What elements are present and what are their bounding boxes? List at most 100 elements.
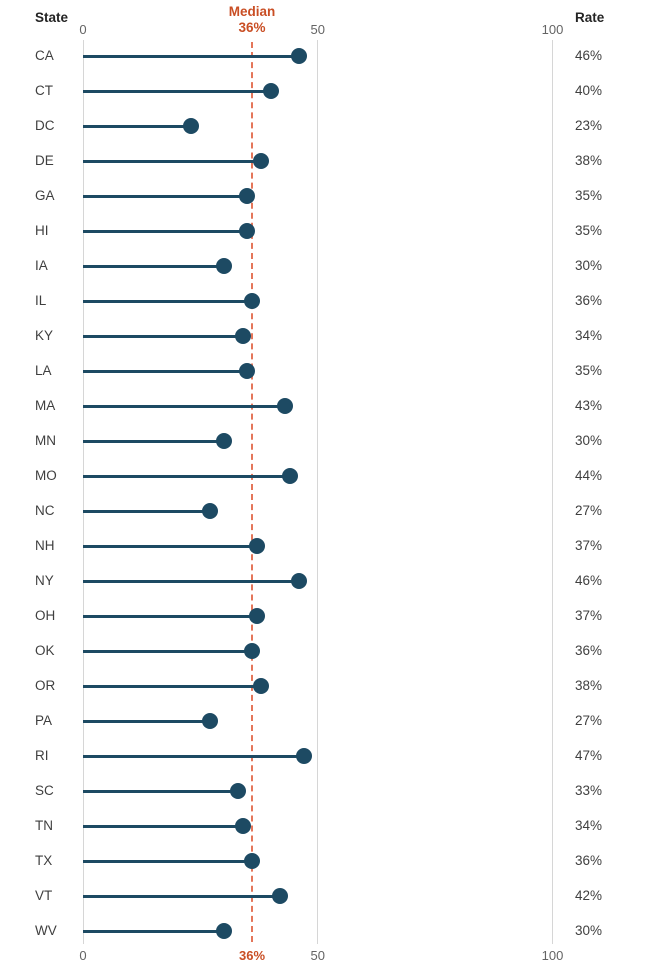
state-label: DC <box>35 118 55 133</box>
axis-gridline <box>82 40 84 944</box>
axis-tick-label-bottom: 0 <box>79 948 87 963</box>
rate-value-label: 47% <box>575 748 603 763</box>
state-label: NY <box>35 573 54 588</box>
lollipop-dot[interactable] <box>201 713 218 729</box>
state-label: OH <box>35 608 56 623</box>
lollipop-dot[interactable] <box>276 398 293 414</box>
state-label: MN <box>35 433 56 448</box>
lollipop-line <box>83 194 248 198</box>
lollipop-line <box>83 544 257 548</box>
state-label: RI <box>35 748 49 763</box>
lollipop-line <box>83 579 299 583</box>
lollipop-line <box>83 299 253 303</box>
lollipop-dot[interactable] <box>253 153 270 169</box>
lollipop-line <box>83 649 253 653</box>
state-label: CA <box>35 48 54 63</box>
state-column-header: State <box>35 10 69 25</box>
lollipop-dot[interactable] <box>244 853 261 869</box>
rate-value-label: 27% <box>575 713 603 728</box>
rate-column-header: Rate <box>575 10 605 25</box>
rate-value-label: 33% <box>575 783 603 798</box>
lollipop-dot[interactable] <box>201 503 218 519</box>
state-label: WV <box>35 923 57 938</box>
state-label: MA <box>35 398 56 413</box>
lollipop-dot[interactable] <box>248 538 265 554</box>
lollipop-line <box>83 369 248 373</box>
lollipop-dot[interactable] <box>234 328 251 344</box>
rate-value-label: 30% <box>575 258 603 273</box>
state-label: SC <box>35 783 54 798</box>
lollipop-dot[interactable] <box>239 188 256 204</box>
state-label: MO <box>35 468 57 483</box>
lollipop-dot[interactable] <box>182 118 199 134</box>
rate-value-label: 38% <box>575 678 603 693</box>
rate-value-label: 40% <box>575 83 603 98</box>
lollipop-line <box>83 789 238 793</box>
rate-value-label: 36% <box>575 643 603 658</box>
rate-value-label: 46% <box>575 48 603 63</box>
lollipop-dot[interactable] <box>248 608 265 624</box>
lollipop-line <box>83 89 271 93</box>
rate-value-label: 42% <box>575 888 603 903</box>
axis-tick-label-top: 50 <box>310 22 325 37</box>
lollipop-dot[interactable] <box>215 258 232 274</box>
median-label: Median <box>228 4 276 19</box>
lollipop-dot[interactable] <box>272 888 289 904</box>
axis-tick-label-bottom: 50 <box>310 948 325 963</box>
state-label: LA <box>35 363 52 378</box>
lollipop-dot[interactable] <box>244 293 261 309</box>
lollipop-line <box>83 404 285 408</box>
lollipop-line <box>83 754 304 758</box>
lollipop-line <box>83 474 290 478</box>
rate-value-label: 35% <box>575 188 603 203</box>
lollipop-dot[interactable] <box>215 433 232 449</box>
lollipop-dot[interactable] <box>229 783 246 799</box>
rate-value-label: 37% <box>575 608 603 623</box>
axis-gridline <box>552 40 553 944</box>
lollipop-dot[interactable] <box>244 643 261 659</box>
state-label: VT <box>35 888 53 903</box>
state-label: IA <box>35 258 48 273</box>
lollipop-line <box>83 859 253 863</box>
state-label: HI <box>35 223 49 238</box>
rate-value-label: 34% <box>575 328 603 343</box>
lollipop-dot[interactable] <box>239 223 256 239</box>
state-label: NC <box>35 503 55 518</box>
lollipop-dot[interactable] <box>290 48 307 64</box>
lollipop-dot[interactable] <box>239 363 256 379</box>
state-label: PA <box>35 713 53 728</box>
median-reference-line <box>251 42 254 942</box>
state-label: TX <box>35 853 53 868</box>
median-value-label-top: 36% <box>238 20 266 35</box>
rate-value-label: 38% <box>575 153 603 168</box>
lollipop-dot[interactable] <box>281 468 298 484</box>
lollipop-dot[interactable] <box>215 923 232 939</box>
state-label: OK <box>35 643 55 658</box>
lollipop-dot[interactable] <box>295 748 312 764</box>
rate-value-label: 35% <box>575 363 603 378</box>
lollipop-line <box>83 54 299 58</box>
lollipop-line <box>83 509 210 513</box>
lollipop-line <box>83 614 257 618</box>
lollipop-line <box>83 824 243 828</box>
lollipop-line <box>83 439 224 443</box>
state-label: NH <box>35 538 55 553</box>
state-label: OR <box>35 678 56 693</box>
state-label: KY <box>35 328 54 343</box>
axis-tick-label-bottom: 100 <box>541 948 564 963</box>
lollipop-dot[interactable] <box>253 678 270 694</box>
state-label: TN <box>35 818 53 833</box>
lollipop-dot[interactable] <box>234 818 251 834</box>
rate-value-label: 35% <box>575 223 603 238</box>
lollipop-line <box>83 229 248 233</box>
lollipop-line <box>83 264 224 268</box>
lollipop-line <box>83 334 243 338</box>
axis-tick-label-top: 0 <box>79 22 87 37</box>
rate-value-label: 30% <box>575 923 603 938</box>
lollipop-line <box>83 929 224 933</box>
lollipop-dot[interactable] <box>262 83 279 99</box>
rate-value-label: 43% <box>575 398 603 413</box>
lollipop-dot[interactable] <box>290 573 307 589</box>
state-label: IL <box>35 293 47 308</box>
